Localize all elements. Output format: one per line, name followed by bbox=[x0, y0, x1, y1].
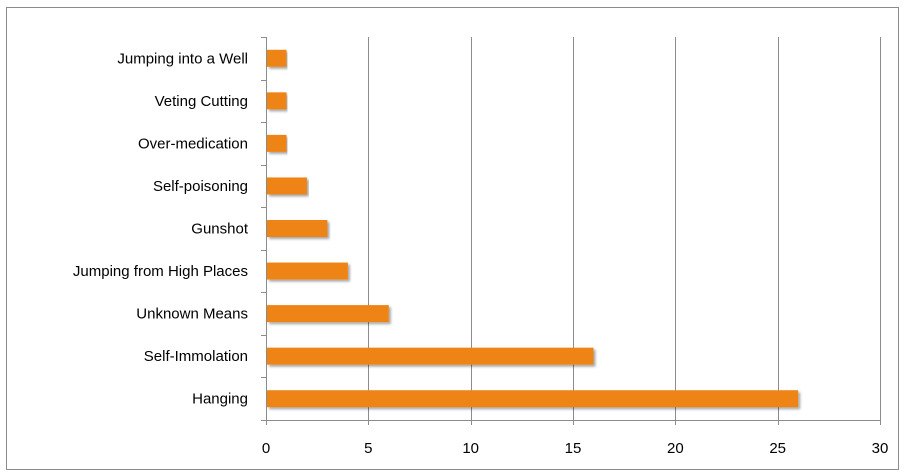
x-tick-label: 15 bbox=[565, 440, 582, 457]
bar-gunshot bbox=[267, 220, 328, 237]
y-tick-label: Unknown Means bbox=[136, 306, 248, 323]
y-tick-label: Self-poisoning bbox=[153, 178, 248, 195]
x-tick-label: 25 bbox=[769, 440, 786, 457]
y-tick-label: Jumping into a Well bbox=[117, 50, 248, 67]
bar-unknown-means bbox=[267, 305, 389, 323]
x-tick-label: 20 bbox=[667, 440, 684, 457]
bar-self-immolation bbox=[267, 347, 594, 365]
bar-jumping-into-a-well bbox=[267, 49, 287, 67]
bar-self-poisoning bbox=[267, 177, 307, 195]
bars bbox=[267, 49, 799, 408]
bar-veting-cutting bbox=[267, 92, 287, 110]
x-tick-label: 30 bbox=[872, 440, 889, 457]
x-tick-label: 5 bbox=[364, 440, 372, 457]
bar-over-medication bbox=[267, 134, 287, 152]
tick-labels: Hanging Self-Immolation Unknown Means Jumpi… bbox=[73, 50, 888, 457]
y-tick-label: Over-medication bbox=[138, 135, 248, 152]
x-tick-label: 10 bbox=[462, 440, 479, 457]
bar-jumping-from-high-places bbox=[267, 262, 348, 280]
y-tick-label: Hanging bbox=[192, 391, 248, 408]
bar-hanging bbox=[267, 390, 799, 408]
y-tick-label: Self-Immolation bbox=[144, 348, 248, 365]
y-tick-label: Gunshot bbox=[191, 221, 249, 238]
y-tick-label: Veting Cutting bbox=[155, 93, 248, 110]
y-tick-label: Jumping from High Places bbox=[73, 263, 248, 280]
x-tick-label: 0 bbox=[262, 440, 270, 457]
axes bbox=[261, 37, 881, 425]
